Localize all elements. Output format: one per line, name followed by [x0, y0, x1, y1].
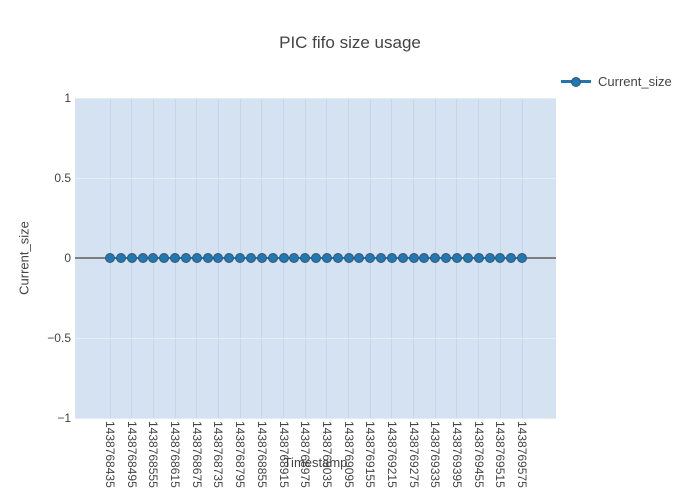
- data-point-marker: [159, 253, 170, 263]
- data-point-marker: [137, 253, 148, 263]
- data-point-marker: [191, 253, 202, 263]
- data-point-marker: [484, 253, 495, 263]
- data-point-marker: [473, 253, 484, 263]
- data-point-marker: [376, 253, 387, 263]
- data-point-marker: [332, 253, 343, 263]
- data-point-marker: [105, 253, 116, 263]
- data-point-marker: [506, 253, 517, 263]
- gridline-y: [75, 337, 556, 339]
- data-point-marker: [213, 253, 224, 263]
- data-point-marker: [408, 253, 419, 263]
- legend: Current_size: [561, 74, 672, 89]
- data-point-marker: [343, 253, 354, 263]
- data-point-marker: [430, 253, 441, 263]
- data-point-marker: [148, 253, 159, 263]
- data-point-marker: [451, 253, 462, 263]
- data-point-marker: [397, 253, 408, 263]
- data-point-marker: [354, 253, 365, 263]
- gridline-y: [75, 417, 556, 419]
- data-point-marker: [267, 253, 278, 263]
- y-tick-label: −1: [57, 411, 71, 425]
- data-point-marker: [126, 253, 137, 263]
- data-point-marker: [235, 253, 246, 263]
- legend-item-label: Current_size: [598, 74, 672, 89]
- data-point-marker: [419, 253, 430, 263]
- data-point-marker: [311, 253, 322, 263]
- gridline-y: [75, 97, 556, 99]
- data-point-marker: [321, 253, 332, 263]
- data-point-marker: [300, 253, 311, 263]
- data-point-marker: [202, 253, 213, 263]
- data-point-marker: [462, 253, 473, 263]
- data-point-marker: [256, 253, 267, 263]
- data-point-marker: [441, 253, 452, 263]
- legend-line-marker-icon: [561, 76, 591, 87]
- data-point-marker: [517, 253, 528, 263]
- data-point-marker: [115, 253, 126, 263]
- data-point-marker: [224, 253, 235, 263]
- data-point-marker: [170, 253, 181, 263]
- x-axis-title: Timestamp: [283, 455, 348, 470]
- plot-area[interactable]: [75, 97, 556, 419]
- data-point-marker: [289, 253, 300, 263]
- data-point-marker: [245, 253, 256, 263]
- gridline-y: [75, 177, 556, 179]
- data-point-marker: [180, 253, 191, 263]
- legend-item-current-size[interactable]: Current_size: [561, 74, 672, 89]
- data-point-marker: [386, 253, 397, 263]
- y-tick-label: 0: [64, 251, 71, 265]
- y-tick-label: −0.5: [47, 331, 71, 345]
- data-point-marker: [495, 253, 506, 263]
- y-tick-label: 1: [64, 91, 71, 105]
- data-point-marker: [365, 253, 376, 263]
- y-tick-label: 0.5: [54, 171, 71, 185]
- data-point-marker: [278, 253, 289, 263]
- chart-title: PIC fifo size usage: [279, 33, 421, 52]
